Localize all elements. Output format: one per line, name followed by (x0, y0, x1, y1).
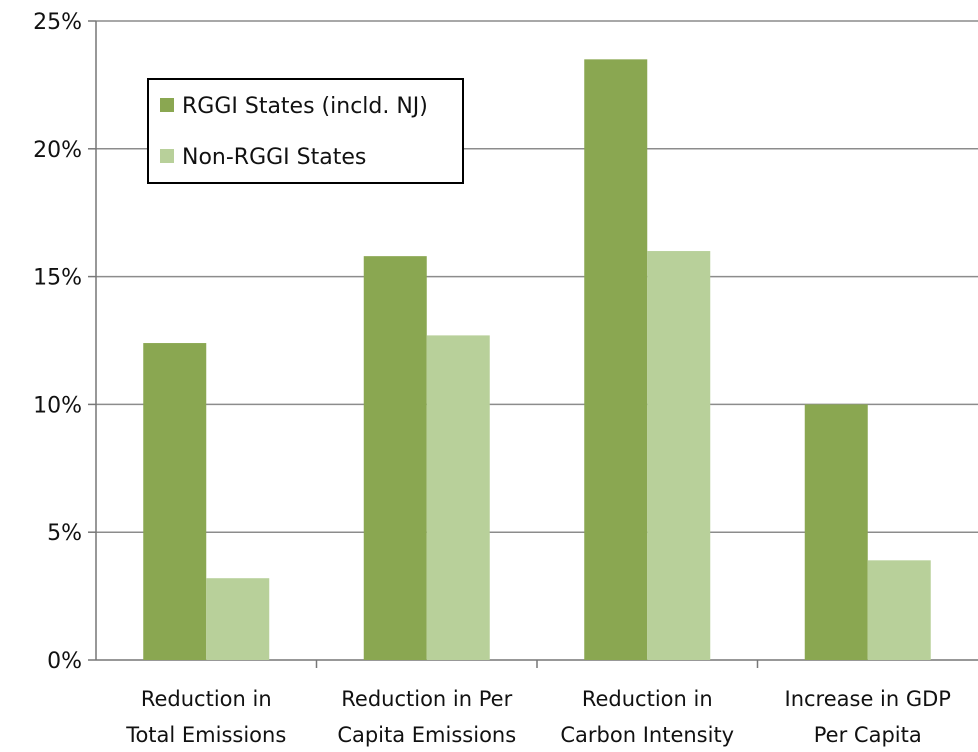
x-category-label: Reduction in (141, 687, 272, 711)
x-category-label: Total Emissions (125, 723, 286, 747)
bar-non-rggi (867, 560, 931, 660)
bar-rggi (584, 59, 648, 660)
x-category-label: Reduction in (582, 687, 713, 711)
bars (143, 59, 931, 661)
x-axis-category-labels: Reduction in Total Emissions Reduction in … (125, 687, 951, 747)
bar-rggi (143, 343, 207, 660)
bar-rggi (804, 404, 868, 660)
x-category-label: Reduction in Per (341, 687, 512, 711)
bar-non-rggi (426, 335, 490, 660)
bar-rggi (363, 256, 427, 660)
y-tick-label: 10% (33, 393, 82, 418)
x-category-label: Carbon Intensity (560, 723, 734, 747)
x-category-label: Per Capita (814, 723, 922, 747)
bar-non-rggi (647, 251, 711, 661)
legend-box (147, 78, 464, 184)
bar-non-rggi (206, 578, 270, 660)
y-tick-label: 0% (47, 649, 82, 674)
x-category-label: Increase in GDP (785, 687, 951, 711)
legend-swatch-rggi (160, 98, 174, 112)
y-tick-label: 5% (47, 521, 82, 546)
legend-label-rggi: RGGI States (incld. NJ) (182, 94, 428, 119)
legend-label-non-rggi: Non-RGGI States (182, 145, 366, 170)
y-tick-label: 20% (33, 138, 82, 163)
x-category-label: Capita Emissions (337, 723, 516, 747)
y-tick-label: 15% (33, 266, 82, 291)
y-axis-tick-labels: 0% 5% 10% 15% 20% 25% (33, 10, 82, 674)
legend-swatch-non-rggi (160, 149, 174, 163)
y-tick-label: 25% (33, 10, 82, 35)
legend: RGGI States (incld. NJ) Non-RGGI States (147, 78, 464, 184)
